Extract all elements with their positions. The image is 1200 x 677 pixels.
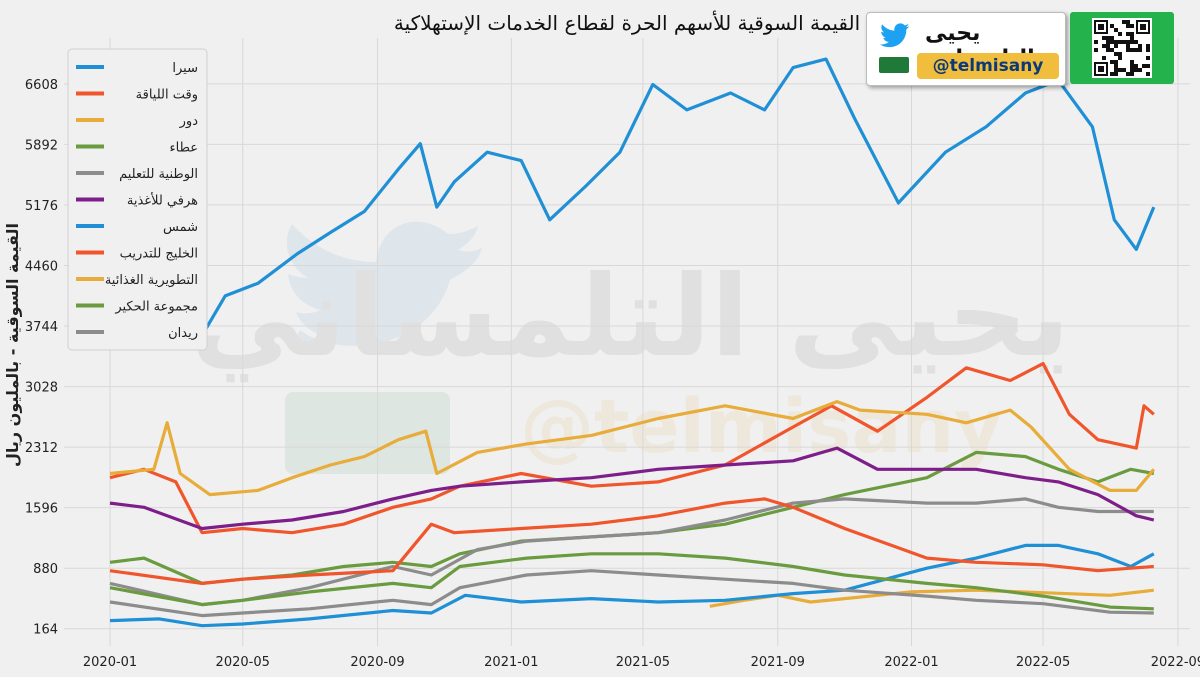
y-tick-label: 1596 [25, 502, 58, 517]
x-axis: 2020-01 2020-05 2020-09 2021-01 2021-05 2021-… [83, 655, 1200, 670]
y-tick-label: 5176 [25, 199, 58, 214]
series-line [109, 543, 1155, 628]
y-tick-label: 2312 [25, 441, 58, 456]
y-tick-label: 164 [33, 623, 58, 638]
series-line [109, 49, 1156, 332]
legend-label: وقت اللياقة [136, 88, 198, 103]
saudi-flag-icon [879, 57, 909, 73]
x-tick-label: 2022-01 [884, 655, 938, 670]
watermark-handle: @telmisany [520, 384, 1002, 470]
author-card: يحيى التلمساني @telmisany [866, 12, 1066, 86]
legend-label: دور [179, 114, 199, 129]
legend-label: التطويرية الغذائية [105, 273, 198, 288]
author-badge: يحيى التلمساني @telmisany [866, 12, 1178, 88]
series-line [109, 400, 1156, 497]
watermark-bird-icon [286, 221, 482, 351]
legend-label: ريدان [168, 326, 198, 341]
series-line [109, 569, 1154, 618]
legend-box [67, 48, 208, 351]
legend-label: شمس [163, 220, 198, 235]
x-tick-label: 2021-05 [616, 655, 670, 670]
x-tick-label: 2022-05 [1016, 655, 1070, 670]
y-tick-label: 4460 [25, 259, 58, 274]
y-tick-label: 3028 [25, 381, 58, 396]
x-tick-label: 2021-09 [751, 655, 805, 670]
legend-label: عطاء [170, 141, 199, 156]
series-lines [109, 49, 1156, 628]
y-tick-label: 5892 [25, 138, 58, 153]
y-tick-label: 3744 [25, 320, 58, 335]
watermark-name: يحيى التلمساني [191, 252, 1070, 383]
chart-title: القيمة السوقية للأسهم الحرة لقطاع الخدما… [394, 11, 860, 35]
legend-label: الخليج للتدريب [120, 247, 198, 262]
legend-label: مجموعة الحكير [114, 300, 198, 315]
handle-pill: @telmisany [917, 53, 1059, 79]
y-tick-label: 880 [33, 562, 58, 577]
twitter-bird-icon [880, 23, 910, 48]
author-handle: @telmisany [932, 56, 1044, 76]
x-tick-label: 2022-09 [1151, 655, 1200, 670]
watermark-flag-icon [285, 392, 450, 474]
series-line [109, 446, 1155, 531]
legend-label: هرفي للأغذية [127, 192, 198, 209]
legend-label: الوطنية للتعليم [119, 167, 198, 182]
legend-label: سيرا [172, 61, 198, 76]
y-axis: 164 880 1596 2312 3028 3744 4460 5176 5892 6608 [25, 78, 58, 638]
series-line [109, 497, 1154, 607]
qr-code-icon [1070, 12, 1174, 84]
qr-pattern [1094, 20, 1150, 76]
x-tick-label: 2020-01 [83, 655, 137, 670]
y-tick-label: 6608 [25, 78, 58, 93]
series-line [109, 362, 1155, 535]
x-tick-label: 2020-05 [216, 655, 270, 670]
x-tick-label: 2020-09 [350, 655, 404, 670]
legend: سيرا وقت اللياقة دور عطاء الوطنية للتعليم هرف… [67, 48, 208, 351]
series-line [109, 552, 1154, 611]
series-line [109, 497, 1154, 585]
y-axis-label: القيمة السوقية - بالمليون ريال [3, 223, 22, 467]
watermark: يحيى التلمساني @telmisany [191, 221, 1070, 474]
x-tick-label: 2021-01 [484, 655, 538, 670]
